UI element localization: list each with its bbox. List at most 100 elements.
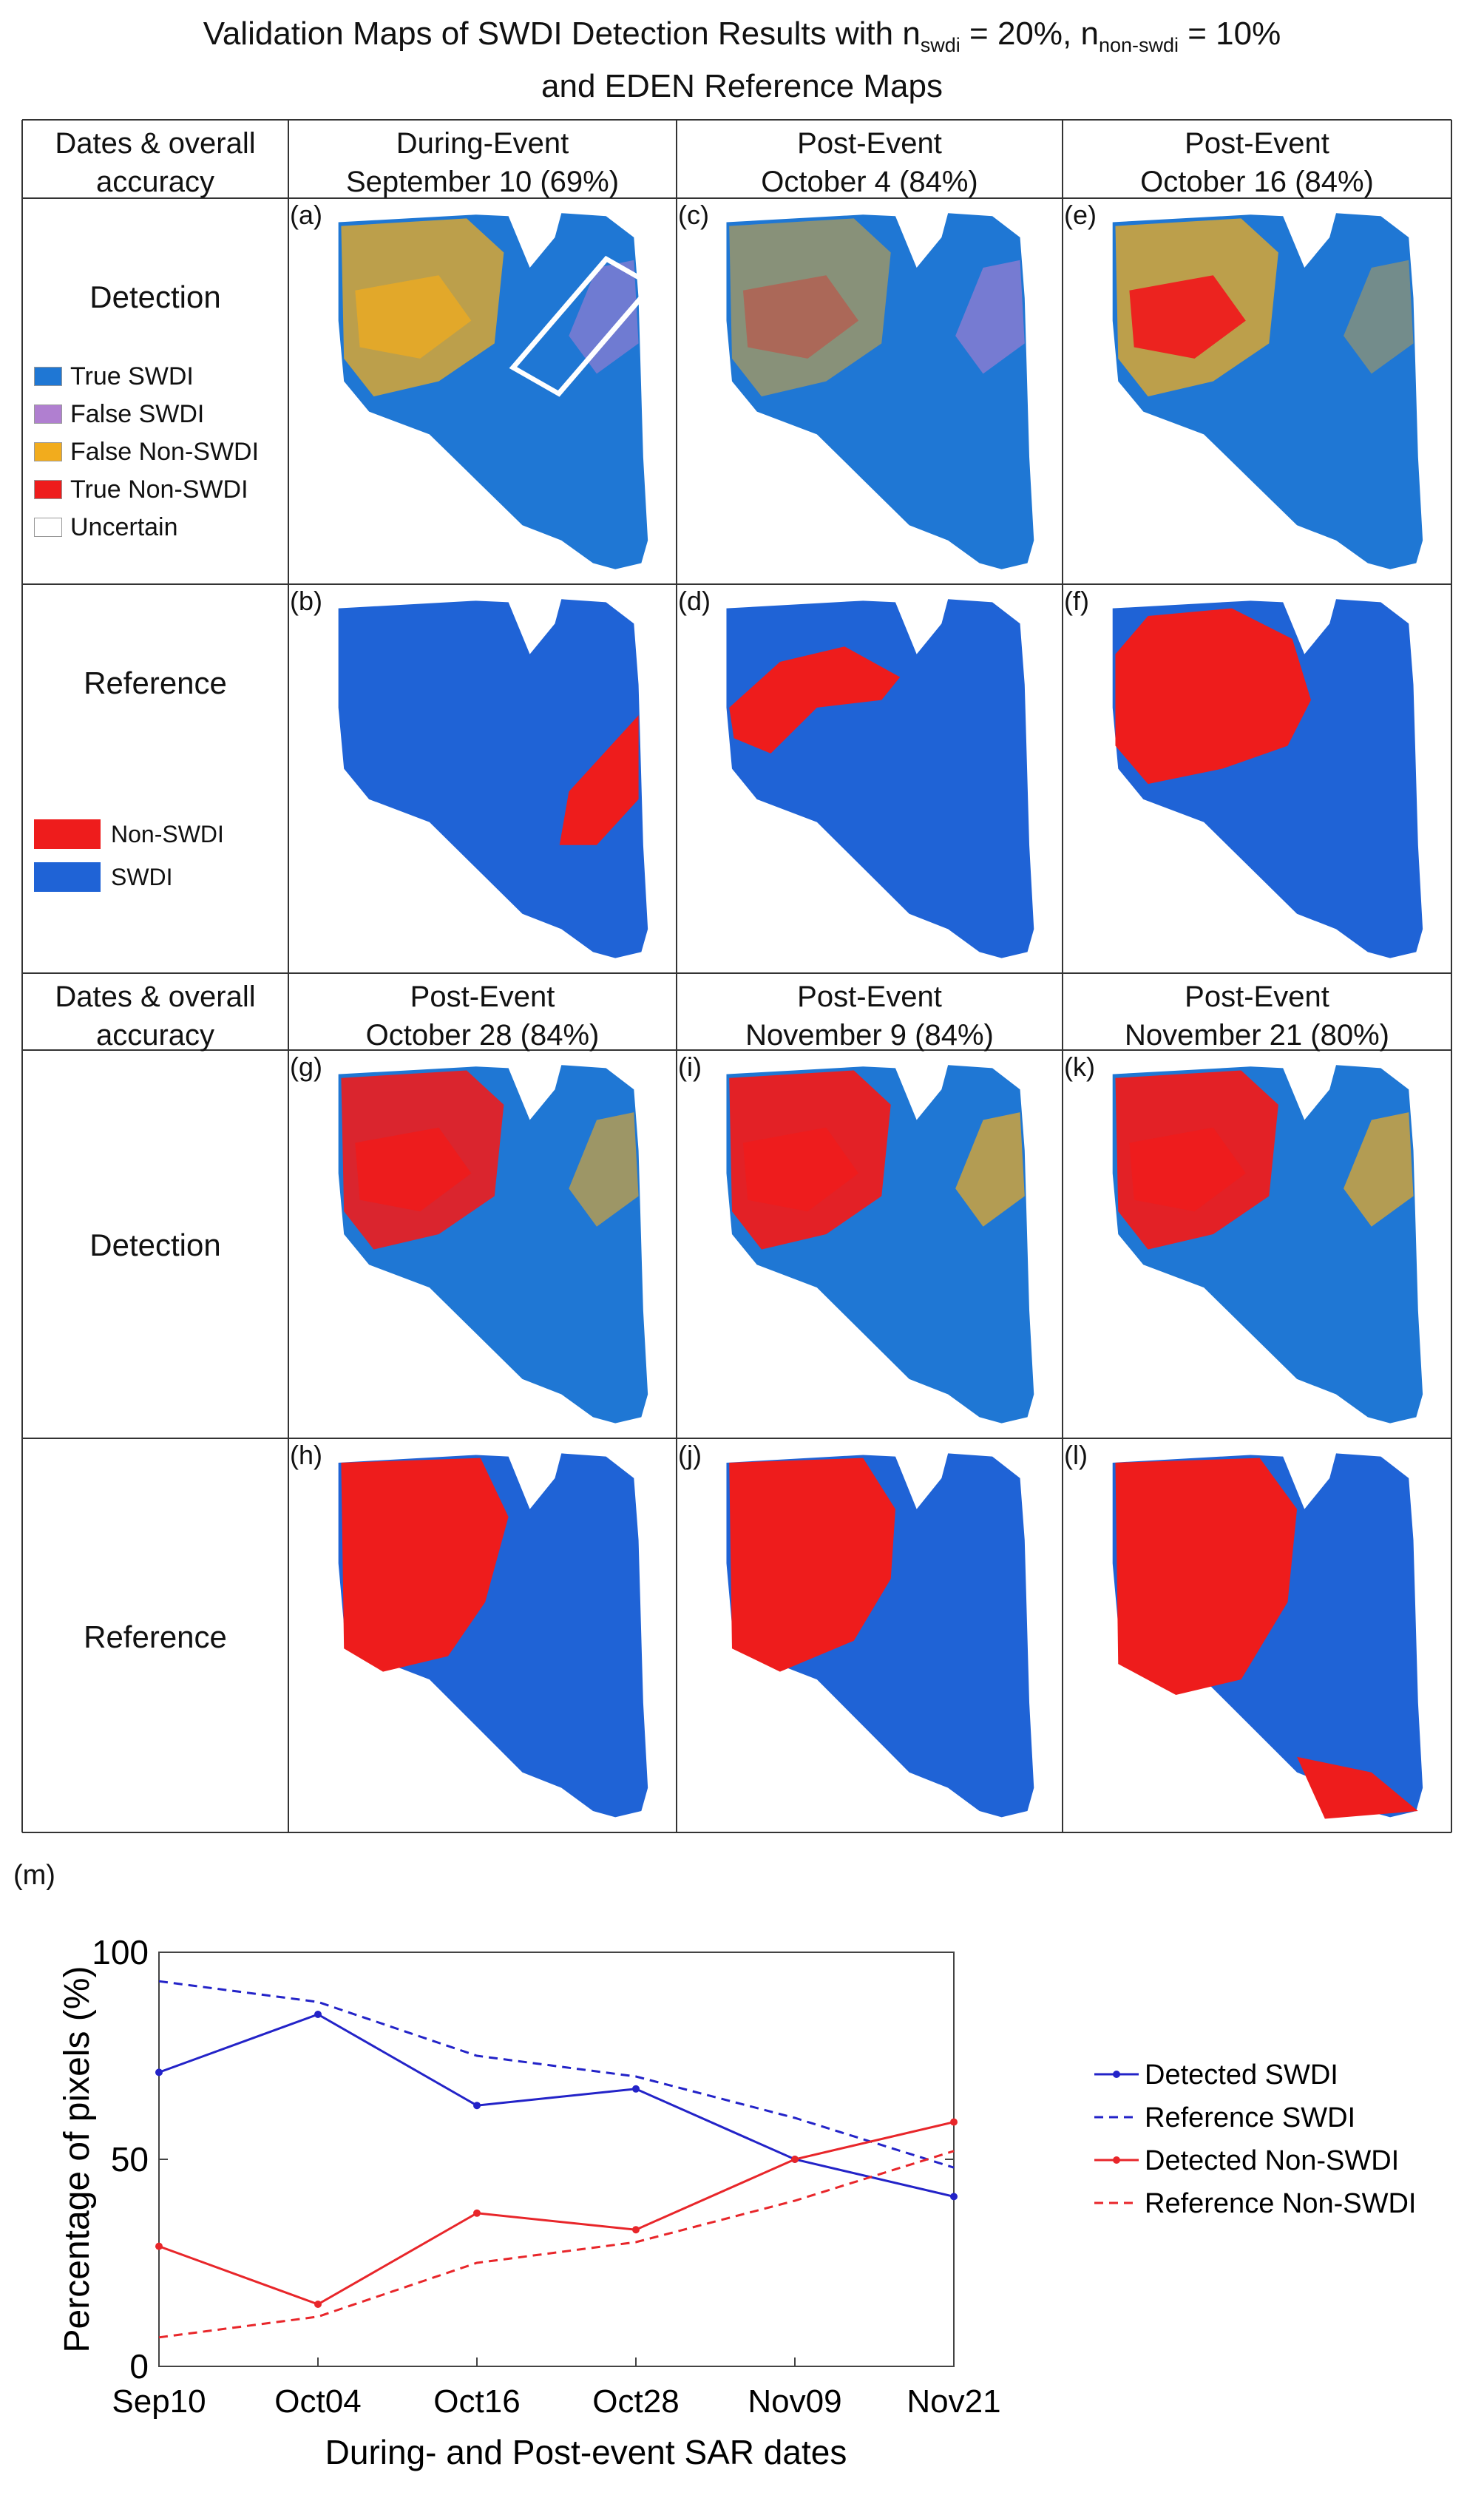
panel-label: (i) — [678, 1052, 702, 1082]
date-header-bottom: Post-Event November 9 (84%) — [677, 978, 1063, 1055]
plot-frame — [158, 1952, 955, 2367]
row-label-reference: Reference — [84, 1619, 227, 1654]
data-point — [314, 2011, 322, 2018]
header-line: Dates & overall — [55, 981, 256, 1013]
header-line: Post-Event — [410, 981, 555, 1013]
panel-m-label: (m) — [13, 1860, 55, 1891]
grid-rule — [1451, 120, 1452, 1832]
panel-label: (k) — [1064, 1052, 1095, 1082]
reference-map — [726, 1453, 1034, 1818]
map-region-non-swdi — [729, 646, 901, 754]
title-subscript-swdi: swdi — [920, 33, 960, 56]
detection-map — [726, 213, 1034, 569]
map-region-class — [955, 260, 1025, 374]
header-line: accuracy — [95, 1019, 215, 1052]
figure-title: Validation Maps of SWDI Detection Result… — [0, 13, 1484, 107]
title-line-2: and EDEN Reference Maps — [541, 67, 943, 104]
map-region-class — [355, 1127, 472, 1212]
date-header-bottom: Post-Event November 21 (80%) — [1063, 978, 1451, 1055]
y-tick-label: 100 — [92, 1933, 149, 1971]
panel-label: (g) — [290, 1052, 322, 1082]
detection-map — [1112, 1065, 1423, 1424]
reference-legend-label: SWDI — [111, 864, 173, 890]
header-line: October 28 (84%) — [365, 1019, 600, 1052]
series-line-reference-swdi — [158, 1980, 955, 2169]
row-label-reference: Reference — [84, 666, 227, 700]
x-tick-label: Oct16 — [433, 2383, 520, 2420]
map-region-class — [742, 275, 859, 359]
series-line-detected-non-swdi — [158, 2121, 955, 2306]
series-line-detected-swdi — [158, 2013, 955, 2198]
legend-swatch — [34, 518, 62, 537]
grid-rule — [21, 120, 23, 1832]
y-tick-label: 0 — [129, 2347, 149, 2386]
series-line-reference-non-swdi — [158, 2150, 955, 2339]
map-region-class — [729, 218, 891, 397]
legend-label: False Non-SWDI — [70, 438, 260, 466]
header-line: Post-Event — [797, 127, 942, 160]
data-point — [632, 2085, 640, 2093]
title-subscript-nonswdi: non-swdi — [1098, 33, 1179, 56]
detection-map — [338, 213, 657, 569]
panel-label: (l) — [1064, 1440, 1088, 1470]
x-tick-label: Oct04 — [274, 2383, 361, 2420]
x-axis-label: During- and Post-event SAR dates — [325, 2433, 847, 2471]
map-region-class — [569, 1112, 639, 1227]
date-header-top: During-Event September 10 (69%) — [288, 124, 677, 201]
map-region-class — [569, 260, 639, 374]
map-region-class — [1129, 275, 1246, 359]
map-region-non-swdi — [1115, 608, 1311, 785]
header-line: Post-Event — [1185, 981, 1329, 1013]
reference-map — [1112, 1453, 1423, 1819]
date-header-top: Post-Event October 4 (84%) — [677, 124, 1063, 201]
map-region-base — [338, 599, 648, 958]
grid-rule — [22, 583, 1451, 585]
x-tick-label: Sep10 — [112, 2383, 206, 2420]
panel-label: (j) — [678, 1440, 702, 1470]
header-line: November 9 (84%) — [745, 1019, 994, 1052]
grid-rule — [676, 120, 677, 1832]
map-region-base — [726, 599, 1034, 958]
legend-marker — [1113, 2071, 1120, 2078]
title-line-1: Validation Maps of SWDI Detection Result… — [0, 13, 1484, 66]
header-line: Dates & overall — [55, 127, 256, 160]
header-line: October 16 (84%) — [1140, 166, 1374, 198]
row-label-detection: Detection — [89, 280, 221, 314]
data-point — [950, 2118, 958, 2126]
map-region-class — [1344, 260, 1414, 374]
map-region-class — [1129, 1127, 1246, 1212]
data-point — [314, 2301, 322, 2308]
title-part: = 20%, n — [960, 16, 1099, 52]
map-region-non-swdi — [1115, 1458, 1298, 1696]
panel-label: (d) — [678, 586, 711, 616]
grid-rule — [288, 120, 289, 1832]
corner-header-top: Dates & overall accuracy — [22, 124, 288, 201]
date-header-bottom: Post-Event October 28 (84%) — [288, 978, 677, 1055]
detection-map — [338, 1065, 648, 1424]
header-line: Post-Event — [1185, 127, 1329, 160]
grid-rule — [22, 197, 1451, 199]
legend-swatch — [34, 367, 62, 386]
legend-label: Detected SWDI — [1145, 2059, 1338, 2091]
legend-label: False SWDI — [70, 400, 205, 428]
panel-label: (a) — [290, 200, 322, 230]
header-line: November 21 (80%) — [1125, 1019, 1389, 1052]
header-line: During-Event — [396, 127, 569, 160]
grid-rule — [22, 1438, 1451, 1439]
map-region-non-swdi — [729, 1458, 895, 1672]
grid-rule — [22, 1832, 1451, 1833]
x-tick-label: Oct28 — [592, 2383, 679, 2420]
reference-map — [1112, 599, 1423, 958]
map-region-non-swdi — [559, 715, 639, 845]
map-region-class — [355, 275, 472, 359]
header-line: Post-Event — [797, 981, 942, 1013]
legend-marker — [1113, 2156, 1120, 2164]
map-region-class — [742, 1127, 859, 1212]
panel-label: (e) — [1064, 200, 1097, 230]
header-line: September 10 (69%) — [345, 166, 620, 198]
detection-map — [1112, 213, 1423, 569]
reference-legend-swatch — [34, 819, 101, 849]
map-region-class — [955, 1112, 1025, 1227]
corner-header-bottom: Dates & overall accuracy — [22, 978, 288, 1055]
grid-rule — [22, 972, 1451, 974]
